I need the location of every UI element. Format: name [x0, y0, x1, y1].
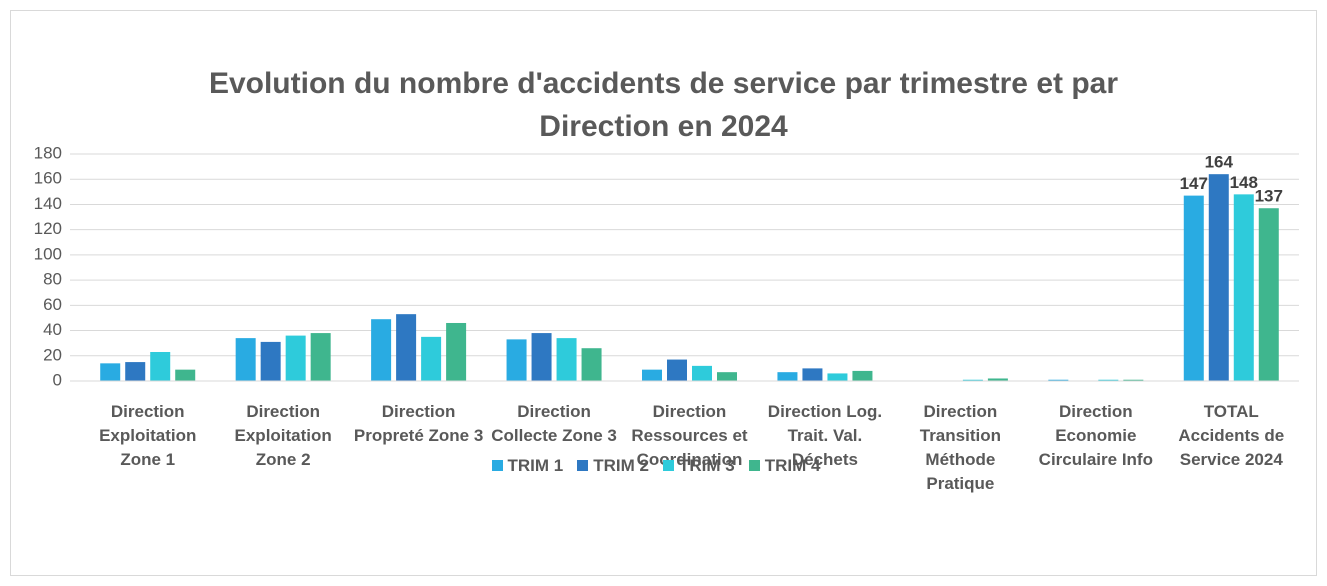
bar — [531, 333, 552, 381]
x-tick-label: TOTAL Accidents de Service 2024 — [1178, 402, 1285, 469]
y-tick-label: 120 — [34, 219, 62, 238]
bar — [642, 369, 662, 381]
legend-swatch — [748, 460, 760, 471]
x-tick-label: Direction Collecte Zone 3 — [491, 402, 617, 445]
bar — [396, 314, 417, 381]
bar — [1208, 174, 1229, 381]
bar — [852, 370, 873, 381]
bar — [667, 359, 687, 381]
bar — [692, 365, 712, 381]
bar — [717, 372, 737, 381]
bar — [1098, 379, 1119, 381]
data-label: 147 — [1180, 174, 1208, 193]
legend-item: TRIM 3 — [662, 456, 735, 475]
bar — [260, 341, 281, 381]
x-tick-label: Direction Exploitation Zone 2 — [234, 402, 332, 469]
legend-swatch — [577, 460, 589, 471]
legend-label: TRIM 2 — [593, 456, 649, 475]
bar — [556, 338, 577, 381]
bar — [1233, 194, 1254, 381]
data-label: 148 — [1230, 173, 1258, 192]
bar — [506, 339, 527, 381]
bar — [1258, 208, 1279, 381]
bar — [310, 333, 331, 381]
legend-item: TRIM 2 — [577, 456, 649, 475]
data-label: 137 — [1255, 187, 1283, 206]
x-tick-label: Direction Propreté Zone 3 — [353, 402, 484, 445]
legend-item: TRIM 4 — [748, 456, 821, 475]
y-tick-label: 140 — [34, 194, 62, 213]
legend-swatch — [491, 460, 503, 471]
bar — [777, 372, 798, 381]
bar — [827, 373, 848, 381]
bar — [285, 335, 306, 381]
y-tick-label: 0 — [53, 370, 62, 389]
bar — [175, 369, 196, 381]
bar — [100, 363, 121, 381]
bar — [446, 322, 467, 381]
x-tick-label: Direction Transition Méthode Pratique — [919, 402, 1001, 493]
bar — [581, 348, 602, 381]
y-tick-label: 180 — [34, 143, 62, 162]
bar — [1183, 195, 1204, 381]
x-tick-label: Direction Economie Circulaire Info — [1038, 402, 1153, 469]
bar — [1048, 379, 1069, 381]
y-tick-label: 60 — [43, 295, 62, 314]
bar — [421, 336, 442, 381]
bar — [802, 368, 823, 381]
legend-label: TRIM 1 — [507, 456, 564, 475]
chart-border — [10, 10, 1317, 576]
bar — [1123, 379, 1144, 381]
data-label: 164 — [1205, 153, 1234, 172]
chart-title: Evolution du nombre d'accidents de servi… — [208, 67, 1119, 143]
bar — [235, 338, 256, 381]
bar — [125, 362, 146, 381]
legend-label: TRIM 4 — [764, 456, 821, 475]
x-tick-label: Direction Log. Trait. Val. Déchets — [767, 402, 883, 469]
y-tick-label: 80 — [43, 270, 62, 289]
x-tick-label: Direction Exploitation Zone 1 — [99, 402, 197, 469]
y-tick-label: 20 — [43, 345, 62, 364]
y-tick-label: 100 — [34, 244, 62, 263]
legend-item: TRIM 1 — [491, 456, 564, 475]
y-tick-label: 160 — [34, 169, 62, 188]
bar — [371, 319, 392, 381]
legend: TRIM 1 TRIM 2 TRIM 3 TRIM 4 — [491, 456, 835, 476]
y-tick-label: 40 — [43, 320, 62, 339]
bar — [150, 351, 171, 381]
legend-swatch — [662, 460, 674, 471]
bar — [962, 379, 983, 381]
legend-label: TRIM 3 — [678, 456, 735, 475]
bar — [987, 378, 1008, 381]
